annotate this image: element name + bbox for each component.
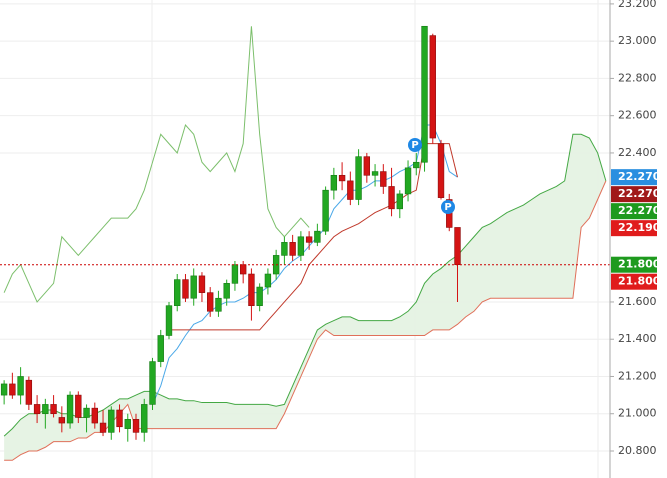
- y-axis: 23.200 23.000 22.800 22.600 22.400 21.600 21.4…: [609, 0, 661, 478]
- grid: [0, 0, 610, 478]
- candle-body: [264, 273, 272, 288]
- candle-body: [404, 167, 412, 195]
- candle-body: [454, 227, 461, 266]
- candle-body: [248, 273, 255, 306]
- marker[interactable]: P: [441, 200, 455, 214]
- candle-body: [25, 379, 33, 405]
- candle-body: [157, 335, 164, 362]
- y-tick-label: 21.200: [618, 369, 657, 382]
- candle-body: [305, 236, 313, 243]
- marker[interactable]: P: [408, 138, 422, 152]
- price-label: 21.800: [618, 275, 661, 288]
- candle-body: [231, 264, 239, 284]
- candle-body: [371, 171, 379, 176]
- candle-body: [17, 376, 24, 396]
- marker-badge[interactable]: [441, 200, 455, 214]
- candle-body: [33, 404, 41, 415]
- candle-body: [149, 361, 156, 405]
- candle-body: [91, 407, 98, 424]
- cloud: [4, 134, 606, 461]
- candle-body: [50, 404, 57, 415]
- y-tick-label: 23.000: [618, 34, 657, 47]
- candle-body: [83, 407, 90, 418]
- candle-body: [429, 35, 436, 139]
- marker-badge[interactable]: [408, 138, 422, 152]
- candle-body: [174, 279, 181, 306]
- candle-body: [207, 292, 214, 312]
- candle-body: [421, 25, 428, 163]
- indicator-line: [3, 26, 310, 303]
- y-tick-label: 22.800: [618, 71, 657, 84]
- price-label-box: [611, 220, 657, 237]
- y-tick-label: 22.600: [618, 109, 657, 122]
- candle-body: [132, 419, 140, 433]
- candle-body: [437, 143, 445, 198]
- price-label: 22.270: [618, 170, 661, 183]
- candle-body: [314, 230, 321, 243]
- indicator-line: [3, 133, 607, 437]
- candle-body: [58, 417, 66, 424]
- candle-body: [124, 419, 131, 429]
- price-label-box: [611, 273, 657, 290]
- candle-body: [413, 161, 420, 169]
- y-tick-label: 20.800: [618, 444, 657, 457]
- price-label: 21.800: [618, 258, 661, 271]
- candle-body: [182, 279, 189, 299]
- price-label: 22.270: [618, 187, 661, 200]
- candle-body: [239, 264, 247, 275]
- candle-body: [141, 404, 148, 433]
- y-tick-label: 21.600: [618, 295, 657, 308]
- y-tick-label: 21.000: [618, 407, 657, 420]
- y-tick-label: 21.400: [618, 332, 657, 345]
- candle-body: [42, 404, 49, 415]
- price-label-box: [611, 256, 657, 273]
- price-label-box: [611, 186, 657, 203]
- marker-label[interactable]: P: [411, 140, 418, 151]
- candle-body: [289, 242, 296, 256]
- candle-body: [0, 383, 8, 396]
- candle-body: [338, 174, 346, 182]
- candle-body: [297, 236, 305, 256]
- candle-body: [99, 422, 107, 433]
- price-label-box: [611, 203, 657, 220]
- y-tick-label: 23.200: [618, 0, 657, 10]
- candle-body: [116, 409, 123, 428]
- candle-body: [355, 156, 362, 200]
- price-label: 22.270: [618, 204, 661, 217]
- candle-body: [363, 156, 371, 176]
- candle-body: [388, 186, 395, 210]
- price-label-box: [611, 169, 657, 186]
- plot: [0, 25, 610, 461]
- candle-body: [9, 383, 16, 396]
- price-label: 22.190: [618, 221, 661, 234]
- candle-body: [281, 242, 288, 256]
- candle-body: [322, 189, 329, 232]
- candle-body: [396, 193, 403, 210]
- candle-body: [75, 394, 82, 418]
- candle-body: [380, 171, 387, 187]
- y-tick-label: 22.400: [618, 146, 657, 159]
- candle-body: [256, 286, 263, 306]
- candle-body: [215, 297, 222, 312]
- candle-body: [165, 305, 173, 336]
- candle-body: [330, 174, 338, 191]
- candle-body: [223, 283, 230, 299]
- candle-body: [198, 275, 206, 293]
- candle-body: [347, 180, 354, 200]
- marker-label[interactable]: P: [444, 202, 451, 213]
- candle-body: [66, 394, 74, 424]
- candle-body: [190, 275, 197, 299]
- candle-body: [108, 409, 115, 433]
